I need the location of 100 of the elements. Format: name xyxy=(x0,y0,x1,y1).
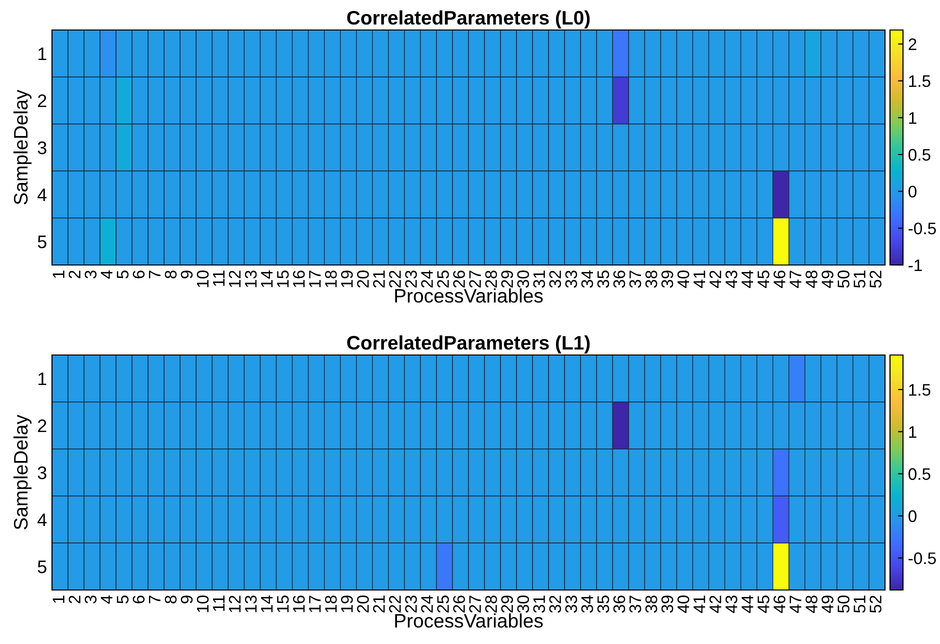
x-tick-label: 38 xyxy=(645,270,658,288)
x-tick-label: 17 xyxy=(309,270,321,288)
x-tick-label: 1 xyxy=(52,270,64,278)
x-tick-label: 40 xyxy=(677,596,690,614)
x-tick-label: 43 xyxy=(725,270,738,288)
x-tick-label: 22 xyxy=(389,270,401,288)
color-bar-label: 0.5 xyxy=(908,148,930,161)
x-tick-label: 21 xyxy=(373,270,385,288)
x-tick-label: 25 xyxy=(437,596,449,613)
y-tick-label: 2 xyxy=(38,94,46,108)
x-tick-label: 39 xyxy=(661,270,674,288)
x-tick-label: 35 xyxy=(597,270,610,288)
x-tick-label: 37 xyxy=(629,270,642,288)
x-tick-label: 12 xyxy=(228,270,241,288)
x-tick-label: 9 xyxy=(180,596,193,604)
x-tick-label: 50 xyxy=(838,270,850,288)
x-tick-label: 28 xyxy=(485,270,498,288)
x-tick-label: 10 xyxy=(196,270,209,288)
x-tick-label: 26 xyxy=(453,596,465,613)
x-tick-label: 32 xyxy=(549,270,562,288)
y-tick-label: 2 xyxy=(38,419,46,432)
x-tick-label: 12 xyxy=(228,596,241,612)
x-tick-label: 23 xyxy=(405,270,417,288)
x-tick-label: 5 xyxy=(116,270,129,278)
x-tick-label: 51 xyxy=(854,270,866,288)
x-tick-label: 17 xyxy=(309,596,321,612)
x-tick-label: 9 xyxy=(180,270,193,278)
x-tick-label: 40 xyxy=(677,270,690,288)
x-tick-label: 42 xyxy=(709,270,722,288)
x-tick-label: 15 xyxy=(277,270,289,288)
color-bar-label: -0.5 xyxy=(908,552,936,564)
x-tick-label: 18 xyxy=(325,596,337,612)
x-tick-label: 5 xyxy=(116,596,129,604)
x-tick-label: 8 xyxy=(164,270,177,278)
x-tick-label: 46 xyxy=(774,596,786,614)
color-bar-label: -1 xyxy=(908,260,922,272)
x-tick-label: 42 xyxy=(709,596,722,614)
x-tick-label: 49 xyxy=(822,596,834,614)
x-tick-label: 31 xyxy=(533,270,546,288)
x-tick-label: 4 xyxy=(100,595,112,604)
x-tick-label: 3 xyxy=(84,270,97,278)
x-tick-label: 29 xyxy=(501,270,514,288)
x-axis-title: ProcessVariables xyxy=(395,288,543,303)
x-tick-label: 14 xyxy=(261,595,273,612)
x-tick-label: 10 xyxy=(196,596,209,612)
x-tick-label: 4 xyxy=(100,270,112,279)
x-tick-label: 47 xyxy=(790,270,802,288)
x-tick-label: 45 xyxy=(758,270,770,288)
color-bar-label: 1 xyxy=(909,112,916,124)
x-tick-label: 23 xyxy=(405,596,417,613)
x-tick-label: 36 xyxy=(613,270,626,288)
y-tick-label: 5 xyxy=(38,560,46,574)
x-tick-label: 48 xyxy=(806,270,818,288)
x-axis-title: ProcessVariables xyxy=(395,613,543,628)
x-tick-label: 50 xyxy=(838,596,850,613)
x-tick-label: 37 xyxy=(629,596,642,613)
y-tick-label: 4 xyxy=(38,188,47,202)
color-bar-label: 2 xyxy=(908,38,916,50)
x-tick-label: 24 xyxy=(421,270,433,288)
y-axis-title: SampleDelay xyxy=(13,414,32,530)
x-tick-label: 27 xyxy=(469,596,481,613)
x-tick-label: 41 xyxy=(694,270,706,288)
y-tick-label: 4 xyxy=(38,514,47,526)
x-tick-label: 24 xyxy=(421,595,433,613)
x-tick-label: 7 xyxy=(148,596,160,604)
x-tick-label: 13 xyxy=(244,596,257,612)
x-tick-label: 30 xyxy=(517,270,530,288)
x-tick-label: 15 xyxy=(277,596,289,612)
x-tick-label: 14 xyxy=(261,270,273,288)
x-tick-label: 34 xyxy=(581,595,594,613)
color-bar-label: 1.5 xyxy=(909,384,930,396)
x-tick-label: 34 xyxy=(581,270,594,288)
x-tick-label: 2 xyxy=(68,596,80,604)
x-tick-label: 51 xyxy=(854,596,866,613)
x-tick-label: 52 xyxy=(870,270,882,288)
x-tick-label: 36 xyxy=(613,596,626,613)
x-tick-label: 6 xyxy=(132,596,145,604)
x-tick-label: 38 xyxy=(645,596,658,613)
chart-title: CorrelatedParameters (L1) xyxy=(347,335,590,354)
x-tick-label: 25 xyxy=(437,270,449,288)
y-tick-label: 3 xyxy=(38,466,46,480)
x-tick-label: 26 xyxy=(453,270,465,288)
color-bar-label: 1 xyxy=(909,426,916,438)
x-tick-label: 35 xyxy=(597,596,610,613)
x-tick-label: 7 xyxy=(148,270,160,278)
x-tick-label: 19 xyxy=(341,596,353,612)
x-tick-label: 11 xyxy=(213,596,225,611)
x-tick-label: 49 xyxy=(822,270,834,288)
x-tick-label: 30 xyxy=(517,596,530,613)
x-tick-label: 47 xyxy=(790,596,802,614)
x-tick-label: 29 xyxy=(501,596,514,613)
x-tick-label: 1 xyxy=(52,596,64,603)
x-tick-label: 13 xyxy=(244,270,257,288)
x-tick-label: 46 xyxy=(774,270,786,288)
x-tick-label: 33 xyxy=(565,270,578,288)
y-tick-label: 3 xyxy=(38,141,46,154)
x-tick-label: 21 xyxy=(373,596,385,613)
x-tick-label: 43 xyxy=(725,596,738,614)
color-bar-label: 1.5 xyxy=(909,75,930,88)
color-bar-label: 0 xyxy=(908,186,916,198)
